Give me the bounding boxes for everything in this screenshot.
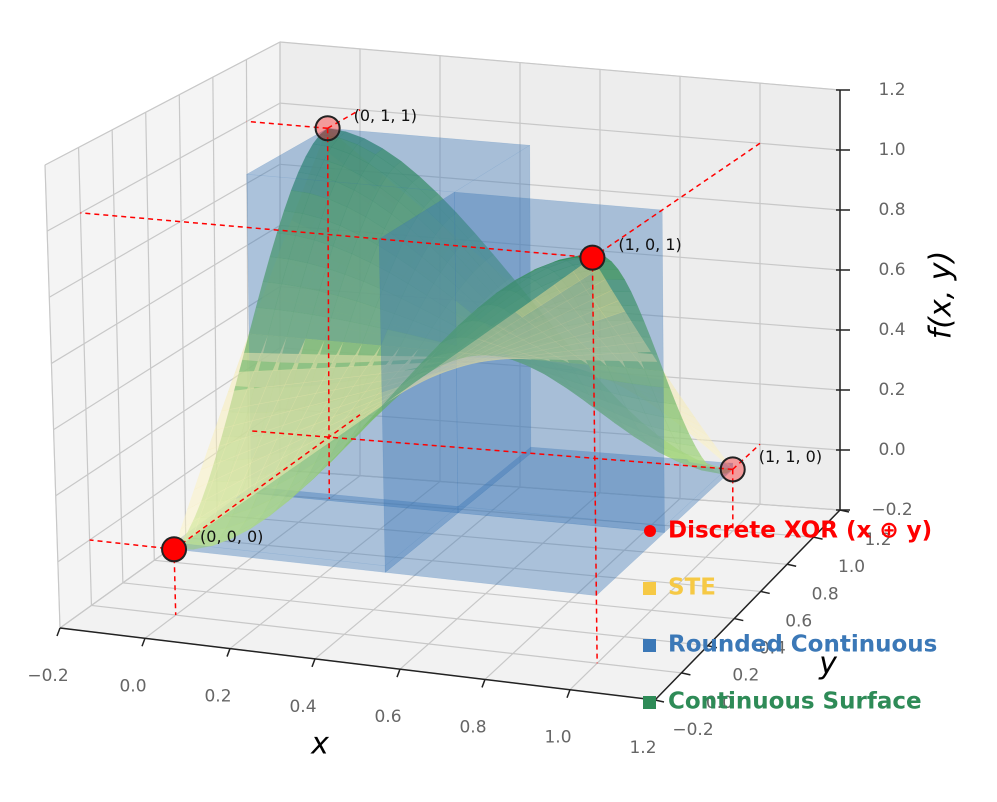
x-tick <box>567 690 570 698</box>
x-tick <box>397 669 400 677</box>
z-tick-label: 1.2 <box>878 80 905 100</box>
x-axis-label: x <box>310 727 329 762</box>
point-label: (1, 0, 1) <box>618 235 681 254</box>
z-tick-label: 0.8 <box>878 200 905 220</box>
x-tick-label: 1.2 <box>629 738 656 758</box>
z-tick-label: 0.2 <box>878 380 905 400</box>
point-label: (1, 1, 0) <box>759 447 822 466</box>
y-tick <box>681 673 690 675</box>
z-tick-label: 0.0 <box>878 440 905 460</box>
x-tick <box>57 628 60 636</box>
x-tick-label: 0.8 <box>459 717 486 737</box>
xor-point <box>580 246 604 270</box>
y-tick <box>655 700 664 702</box>
legend-marker <box>644 525 656 537</box>
legend-label: Rounded Continuous <box>668 632 937 658</box>
xor-point <box>162 537 186 561</box>
y-tick <box>761 591 770 593</box>
legend-marker <box>643 582 656 595</box>
x-tick <box>312 659 315 667</box>
point-label: (0, 0, 0) <box>200 527 263 546</box>
legend-label: Continuous Surface <box>668 689 922 715</box>
x-tick-label: −0.2 <box>27 666 68 686</box>
x-tick <box>227 649 230 657</box>
x-tick <box>482 679 485 687</box>
point-label: (0, 1, 1) <box>354 106 417 125</box>
x-tick-label: 0.6 <box>374 707 401 727</box>
legend-label: Discrete XOR (x ⊕ y) <box>668 518 932 544</box>
legend-marker <box>643 639 656 652</box>
y-tick <box>734 619 743 621</box>
y-tick-label: 0.6 <box>785 611 812 631</box>
y-tick-label: 0.2 <box>732 666 759 686</box>
x-tick-label: 0.0 <box>119 676 146 696</box>
z-tick-label: 0.4 <box>878 320 905 340</box>
legend-marker <box>643 696 656 709</box>
z-axis-label: f(x, y) <box>924 251 959 340</box>
z-tick-label: 1.0 <box>878 140 905 160</box>
z-tick-label: 0.6 <box>878 260 905 280</box>
x-tick-label: 0.2 <box>204 687 231 707</box>
rounded-continuous-face <box>379 239 596 596</box>
y-tick <box>787 564 796 566</box>
x-tick-label: 0.4 <box>289 697 316 717</box>
xor-point <box>721 457 745 481</box>
y-tick-label: 0.8 <box>812 584 839 604</box>
x-tick <box>142 638 145 646</box>
legend-label: STE <box>668 575 716 601</box>
y-tick-label: −0.2 <box>672 720 713 740</box>
xor-point <box>316 116 340 140</box>
y-tick-label: 1.0 <box>838 557 865 577</box>
x-tick-label: 1.0 <box>544 728 571 748</box>
